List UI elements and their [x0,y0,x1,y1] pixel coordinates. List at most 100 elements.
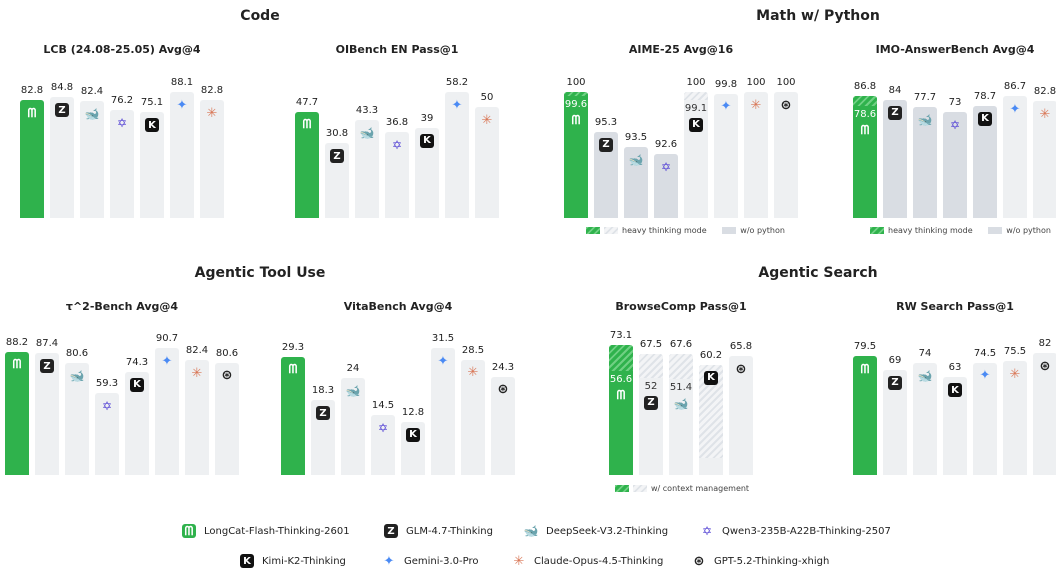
legend-heavy: heavy thinking mode [622,226,707,235]
bar-glm: Z [883,369,907,475]
bar-qwen: ✡ [371,415,395,475]
gemini-icon: ✦ [437,353,449,369]
value-label: 100 [746,77,766,89]
bar-glm: Z [311,400,335,475]
kimi-icon: K [240,554,254,568]
bar-kimi: K [140,112,164,218]
bar-claude: ✳ [475,107,499,218]
qwen-icon: ✡ [116,116,128,131]
bar-gemini: ✦ [714,93,738,218]
bar-gpt: ⊛ [1033,353,1056,475]
legend-item: ⊛ GPT-5.2-Thinking-xhigh [692,553,830,569]
section-tool-use: Agentic Tool Use [194,265,326,281]
value-label: 74 [918,348,932,360]
gpt-icon: ⊛ [693,553,705,569]
value-label: 99.8 [714,78,738,90]
bar-gpt: ⊛ [491,376,515,475]
gemini-icon: ✦ [383,553,395,569]
bar-gpt: ⊛ [215,362,239,475]
bar-deepseek: 🐋 [624,146,648,218]
bar-longcat: ᗰ [295,111,319,218]
value-label: 69 [888,354,902,366]
kimi-icon: K [420,133,434,148]
gpt-icon: ⊛ [497,382,509,397]
kimi-icon: K [145,118,159,133]
bar-kimi: K [943,377,967,475]
value-label: 88.2 [5,336,29,348]
bar-deepseek: 🐋 [65,362,89,475]
bar-glm: Z [325,143,349,218]
value-label: 82.4 [80,85,104,97]
kimi-icon: K [689,117,703,132]
legend-label: Kimi-K2-Thinking [262,555,346,567]
value-label: 82.4 [185,345,209,357]
legend-heavy: heavy thinking mode [888,226,973,235]
bar-longcat: ᗰ [853,356,877,475]
value-label: 14.5 [371,400,395,412]
value-label: 74.5 [973,347,997,359]
gemini-icon: ✦ [1009,101,1021,117]
base-value-label: 78.6 [853,108,877,120]
glm-icon: Z [40,359,54,374]
base-value-label: 56.6 [609,373,633,385]
glm-icon: Z [316,406,330,421]
bar-gpt: ⊛ [774,92,798,218]
base-value-label: 52 [644,380,658,392]
bar-longcat: ᗰ [281,356,305,475]
chart-title: IMO-AnswerBench Avg@4 [875,43,1035,56]
value-label: 84.8 [50,82,74,94]
value-label: 84 [888,84,902,96]
claude-icon: ✳ [513,553,525,569]
legend-item: K Kimi-K2-Thinking [240,554,346,568]
value-label: 90.7 [155,333,179,345]
section-search: Agentic Search [758,265,878,281]
chart-title: BrowseComp Pass@1 [615,300,747,313]
value-label: 60.2 [699,349,723,361]
claude-icon: ✳ [750,97,762,113]
value-label: 86.8 [853,81,877,93]
deepseek-icon: 🐋 [523,524,539,538]
legend-label: DeepSeek-V3.2-Thinking [546,525,669,537]
legend-label: GPT-5.2-Thinking-xhigh [714,555,830,567]
gemini-icon: ✦ [161,353,173,369]
gpt-icon: ⊛ [1039,358,1051,374]
legend-item: ᗰ LongCat-Flash-Thinking-2601 [182,524,350,538]
bar-claude: ✳ [744,92,768,218]
deepseek-icon: 🐋 [917,369,933,384]
gpt-icon: ⊛ [780,97,792,113]
longcat-icon: ᗰ [860,361,870,376]
kimi-icon: K [406,427,420,442]
qwen-icon: ✡ [949,118,961,133]
hatched-segment [669,353,693,379]
legend-item: ✳ Claude-Opus-4.5-Thinking [512,553,664,569]
bar-qwen: ✡ [110,110,134,218]
glm-icon: Z [888,105,902,120]
value-label: 43.3 [355,104,379,116]
legend-label: Claude-Opus-4.5-Thinking [534,555,664,567]
bar-gemini: ✦ [445,92,469,218]
bar-claude: ✳ [1003,361,1027,475]
legend-label: Gemini-3.0-Pro [404,555,479,567]
value-label: 80.6 [215,347,239,359]
bar-kimi: K [699,364,723,475]
value-label: 75.5 [1003,346,1027,358]
bar-kimi: K [415,127,439,218]
longcat-icon: ᗰ [616,388,626,403]
bar-glm: Z [35,353,59,475]
legend-item: ✦ Gemini-3.0-Pro [382,553,479,569]
chart-title: RW Search Pass@1 [896,300,1014,313]
gpt-icon: ⊛ [221,368,233,384]
bar-longcat: 56.6 ᗰ [609,345,633,475]
value-label: 59.3 [95,378,119,390]
value-label: 77.7 [913,91,937,103]
value-label: 80.6 [65,347,89,359]
deepseek-icon: 🐋 [359,125,375,140]
glm-icon: Z [888,375,902,390]
value-label: 58.2 [445,77,469,89]
value-label: 36.8 [385,116,409,128]
bar-deepseek: 🐋 [341,377,365,475]
legend-label: LongCat-Flash-Thinking-2601 [204,525,350,537]
deepseek-icon: 🐋 [69,368,85,383]
value-label: 30.8 [325,128,349,140]
legend-context: w/ context management [651,484,750,493]
